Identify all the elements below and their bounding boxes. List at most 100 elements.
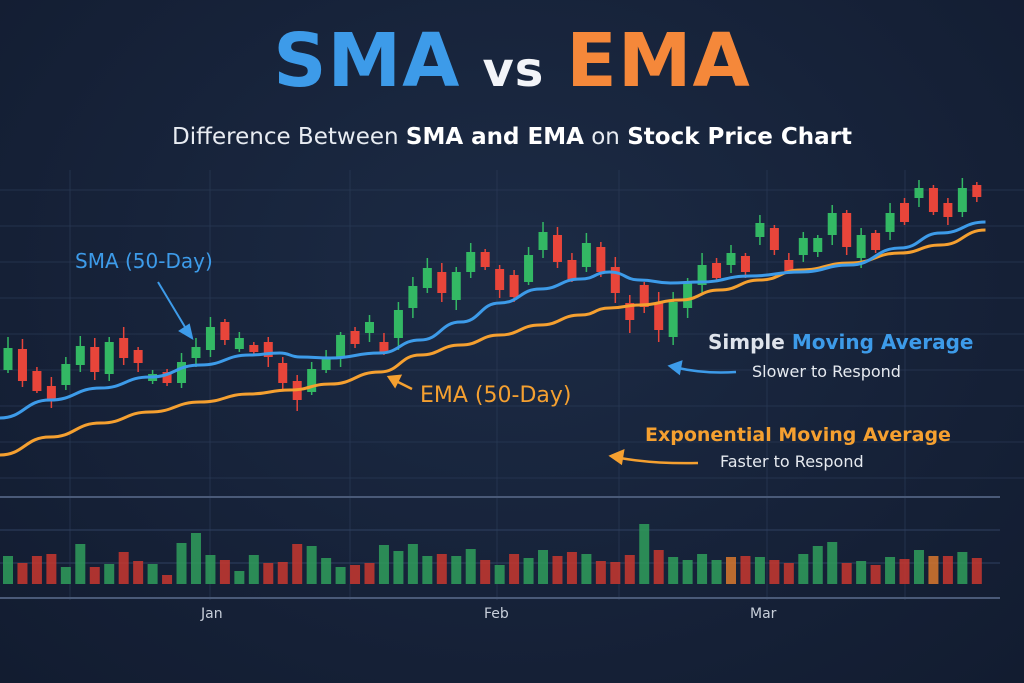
volume-bar [263, 563, 274, 584]
candle [191, 338, 201, 367]
volume-bar [46, 554, 57, 584]
candle-body [900, 203, 910, 222]
volume-bar [798, 554, 809, 584]
candle-body [17, 349, 27, 381]
volume-bar [566, 552, 577, 584]
candle [249, 342, 259, 355]
volume-bar [726, 557, 736, 584]
candle [46, 377, 56, 408]
sma-line [0, 220, 986, 420]
volume-bar [856, 561, 867, 584]
volume-bar [595, 561, 606, 584]
volume-bar [928, 556, 939, 584]
volume-bar [162, 575, 173, 584]
candle-body [827, 213, 837, 235]
candle [885, 203, 895, 240]
sma-legend-arrow [667, 360, 737, 376]
candle [205, 317, 215, 357]
volume-bar [971, 558, 982, 584]
candle [798, 232, 808, 262]
volume-bar [697, 554, 708, 584]
candle-body [437, 272, 447, 293]
candle [610, 257, 620, 303]
candle-body [885, 213, 895, 232]
volume-bar [219, 560, 230, 584]
candle-body [784, 260, 794, 272]
candle [654, 292, 664, 342]
volume-bar [3, 556, 13, 584]
candle-body [162, 372, 172, 383]
volume-bar [89, 567, 100, 584]
candle-body [422, 268, 432, 288]
candle-body [119, 338, 129, 358]
candle-body [307, 369, 317, 392]
subtitle-bold-1: SMA and EMA [405, 124, 584, 150]
volume-bar [812, 546, 823, 584]
candle-body [408, 286, 418, 308]
candle-body [871, 233, 881, 250]
candle [307, 362, 317, 395]
candle [365, 315, 374, 342]
candle [842, 210, 852, 255]
ema-line [0, 228, 986, 457]
candle [234, 332, 244, 352]
candle [957, 178, 967, 217]
candle-body [856, 235, 866, 258]
volume-bar [754, 557, 765, 584]
candle [451, 267, 461, 310]
volume-bar [711, 560, 722, 584]
ema-legend-title: Exponential Moving Average [645, 424, 951, 446]
volume-bar [494, 565, 505, 584]
candle-body [639, 285, 649, 307]
candle-body [596, 247, 606, 272]
candle [90, 338, 100, 380]
volume-bar [538, 550, 549, 584]
candle [350, 327, 360, 348]
title-sma: SMA [273, 18, 461, 104]
volume-bar [393, 551, 404, 584]
volume-bar [668, 557, 679, 584]
subtitle: Difference Between SMA and EMA on Stock … [32, 124, 992, 150]
candle [581, 233, 591, 272]
candle-body [278, 363, 288, 383]
candle-body [75, 346, 85, 365]
candle-body [610, 267, 620, 293]
sma-label: SMA (50-Day) [75, 249, 213, 273]
candle-body [914, 188, 924, 198]
candle-body [683, 283, 693, 308]
candle [914, 180, 924, 207]
volume-bar [248, 555, 259, 584]
candle-body [32, 371, 42, 391]
candle [943, 198, 953, 225]
candle-body [191, 347, 201, 358]
candle [740, 253, 750, 278]
candle [827, 205, 837, 245]
volume-bar [364, 563, 375, 584]
candle-body [46, 386, 56, 400]
candle-body [350, 331, 360, 344]
volume-bar [653, 550, 664, 584]
candle-body [495, 269, 505, 290]
candle [119, 327, 129, 365]
candle [321, 350, 331, 373]
candle-body [567, 260, 577, 280]
candle [755, 215, 765, 245]
candle-body [220, 322, 230, 340]
volume-bar [205, 555, 216, 584]
candle [972, 182, 982, 202]
sma-description: Slower to Respond [752, 362, 901, 381]
candle-body [972, 185, 982, 197]
candle-body [3, 348, 13, 370]
candle-body [581, 243, 591, 267]
ema-label: EMA (50-Day) [420, 383, 572, 408]
subtitle-bold-2: Stock Price Chart [627, 124, 852, 150]
candle [639, 282, 649, 313]
volume-bar [480, 560, 491, 584]
candle-body [813, 238, 823, 252]
volume-bar [610, 562, 621, 584]
candle [32, 367, 42, 393]
candle-body [480, 252, 490, 267]
candle [278, 357, 288, 390]
x-tick-feb: Feb [484, 606, 509, 622]
candle [697, 253, 707, 295]
